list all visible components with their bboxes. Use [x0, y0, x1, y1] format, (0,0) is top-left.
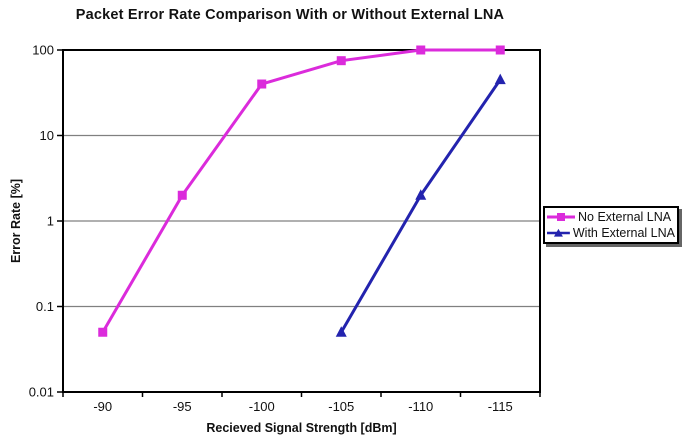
y-tick-label: 100 [32, 43, 54, 58]
data-point-square [495, 45, 505, 55]
y-tick-label: 0.01 [29, 385, 54, 400]
y-tick-label: 10 [40, 128, 54, 143]
data-point-triangle [494, 73, 506, 85]
legend-swatch-triangle-icon [547, 228, 570, 237]
legend-item-with-external-lna: With External LNA [547, 225, 675, 241]
y-tick-label: 1 [47, 214, 54, 229]
x-tick-label: -90 [93, 399, 112, 414]
data-point-triangle [415, 189, 427, 200]
x-tick-label: -95 [173, 399, 192, 414]
data-point-triangle [335, 326, 347, 337]
x-tick-label: -115 [488, 399, 513, 414]
x-axis-label: Recieved Signal Strength [dBm] [206, 421, 397, 435]
data-point-square [177, 190, 187, 200]
legend-label-no-external-lna: No External LNA [578, 210, 672, 224]
x-tick-label: -100 [249, 399, 275, 414]
y-tick-label: 0.1 [36, 299, 54, 314]
data-point-square [336, 56, 346, 66]
legend-item-no-external-lna: No External LNA [547, 209, 675, 225]
x-tick-label: -105 [328, 399, 354, 414]
legend-label-with-external-lna: With External LNA [572, 226, 675, 240]
data-point-square [416, 45, 426, 55]
chart-title: Packet Error Rate Comparison With or Wit… [75, 7, 505, 23]
data-point-square [98, 327, 108, 337]
y-axis-label: Error Rate [%] [9, 178, 23, 264]
x-tick-label: -110 [408, 399, 433, 414]
series-line-1 [339, 78, 502, 333]
data-point-square [257, 79, 267, 89]
legend-swatch-square-icon [547, 213, 575, 221]
legend: No External LNA With External LNA [543, 206, 679, 244]
series-line-0 [101, 48, 501, 333]
